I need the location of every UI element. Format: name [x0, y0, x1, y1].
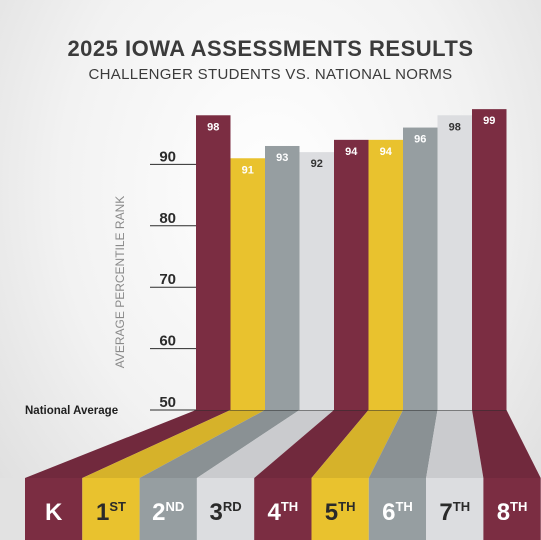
category-label: K [45, 499, 63, 526]
floor-strip [368, 410, 438, 478]
category-label: 1ST [96, 499, 126, 526]
category-label: 4TH [267, 499, 298, 526]
category-tile [139, 478, 197, 540]
chart-title: 2025 IOWA ASSESSMENTS RESULTS [67, 36, 474, 61]
floor-strip [82, 410, 265, 478]
chart-subtitle: CHALLENGER STUDENTS VS. NATIONAL NORMS [88, 66, 453, 83]
category-tile [82, 478, 140, 540]
category-tile [368, 478, 427, 540]
category-label: 2ND [152, 499, 184, 526]
category-label: 6TH [382, 499, 413, 526]
bar-value-label: 94 [380, 146, 393, 158]
category-label: 8TH [497, 499, 528, 526]
category-tile-spacer [0, 478, 25, 540]
bar-value-label: 92 [311, 158, 323, 170]
floor-strip [311, 410, 403, 478]
y-tick-label: 70 [159, 271, 176, 288]
category-tile [196, 478, 255, 540]
bar-6 [403, 127, 438, 410]
bar-value-label: 94 [345, 146, 358, 158]
bar-3 [299, 152, 334, 410]
bar-0 [196, 115, 231, 410]
y-tick-label: 60 [159, 333, 176, 350]
y-axis-label: AVERAGE PERCENTILE RANK [113, 196, 127, 369]
national-average-label: National Average [25, 405, 118, 417]
floor-strip [472, 410, 541, 478]
bar-5 [368, 139, 403, 410]
y-tick-label: 50 [159, 394, 176, 411]
bar-value-label: 98 [449, 121, 461, 133]
floor-strip [25, 410, 231, 478]
category-tile [426, 478, 484, 540]
category-label: 3RD [209, 499, 241, 526]
bar-8 [472, 109, 507, 410]
bar-1 [230, 158, 265, 410]
floor-strip [196, 410, 334, 478]
bar-value-label: 98 [207, 121, 219, 133]
bar-value-label: 96 [414, 134, 426, 146]
floor-strip [426, 410, 484, 478]
bar-value-label: 91 [242, 164, 254, 176]
category-label: 7TH [439, 499, 470, 526]
floor-strip [254, 410, 369, 478]
y-tick-label: 90 [159, 148, 176, 165]
bar-value-label: 99 [483, 115, 495, 127]
bar-value-label: 93 [276, 152, 288, 164]
category-tile [25, 478, 83, 540]
bar-7 [437, 115, 472, 410]
floor-strip [139, 410, 300, 478]
bar-4 [334, 139, 369, 410]
category-tile [483, 478, 541, 540]
category-label: 5TH [325, 499, 356, 526]
category-tile [254, 478, 312, 540]
category-tile [311, 478, 369, 540]
y-tick-label: 80 [159, 210, 176, 227]
bar-2 [265, 145, 300, 411]
